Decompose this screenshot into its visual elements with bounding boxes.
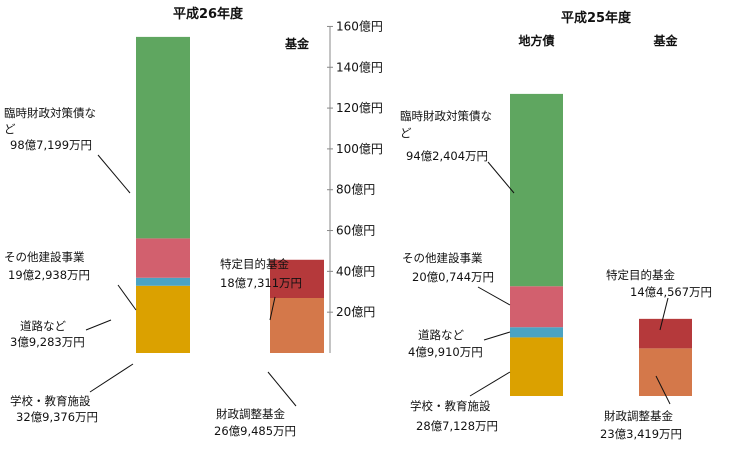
- data-label: 20億0,744万円: [412, 270, 494, 284]
- segment-label: その他建設事業: [402, 251, 483, 265]
- y-tick-label: 40億円: [336, 264, 375, 278]
- segment-label: 道路など: [20, 319, 66, 333]
- bar-segment: [136, 285, 190, 353]
- data-label: 98億7,199万円: [10, 138, 92, 152]
- leader-line: [487, 161, 515, 194]
- category-label: 基金: [652, 33, 678, 48]
- y-tick-label: 20億円: [336, 305, 375, 319]
- segment-label: 道路など: [418, 328, 464, 342]
- segment-label: その他建設事業: [4, 250, 85, 264]
- data-label: 32億9,376万円: [16, 410, 98, 424]
- bar-segment: [510, 337, 563, 396]
- leader-line: [97, 154, 131, 194]
- data-label: 14億4,567万円: [630, 285, 712, 299]
- data-label: 3億9,283万円: [10, 335, 85, 349]
- bar-segment: [639, 348, 692, 396]
- y-tick-label: 60億円: [336, 224, 375, 238]
- segment-label: 財政調整基金: [216, 407, 285, 421]
- bar-segment: [136, 36, 190, 239]
- segment-label: 特定目的基金: [220, 257, 289, 271]
- leader-line: [85, 319, 112, 331]
- y-tick-label: 140億円: [336, 60, 383, 74]
- bar-segment: [510, 327, 563, 338]
- chart-title: 平成26年度: [173, 6, 244, 22]
- leader-line: [267, 371, 297, 407]
- y-tick-label: 100億円: [336, 142, 383, 156]
- y-tick-label: 120億円: [336, 101, 383, 115]
- data-label: 19億2,938万円: [8, 268, 90, 282]
- bar-segment: [270, 259, 324, 298]
- segment-label: 特定目的基金: [606, 268, 675, 282]
- category-label: 基金: [284, 36, 310, 51]
- leader-line: [117, 284, 137, 311]
- segment-label: 臨時財政対策債な: [4, 106, 96, 120]
- data-label: 23億3,419万円: [600, 427, 682, 441]
- leader-line: [477, 286, 511, 306]
- segment-label: ど: [4, 122, 16, 136]
- data-label: 26億9,485万円: [214, 424, 296, 438]
- data-label: 18億7,311万円: [220, 276, 302, 290]
- bar-segment: [510, 286, 563, 328]
- leader-line: [655, 375, 671, 405]
- segment-label: ど: [400, 126, 412, 140]
- data-label: 28億7,128万円: [416, 419, 498, 433]
- data-label: 4億9,910万円: [408, 345, 483, 359]
- segment-label: 学校・教育施設: [410, 399, 491, 413]
- leader-line: [483, 331, 511, 341]
- bar-segment: [136, 277, 190, 286]
- y-tick-label: 80億円: [336, 183, 375, 197]
- bar-segment: [136, 238, 190, 278]
- leader-line: [469, 371, 511, 397]
- leader-line: [659, 297, 669, 331]
- segment-label: 臨時財政対策債な: [400, 109, 492, 123]
- leader-line: [269, 296, 276, 321]
- segment-label: 学校・教育施設: [10, 394, 91, 408]
- segment-label: 財政調整基金: [604, 409, 673, 423]
- chart-title: 平成25年度: [561, 10, 632, 26]
- category-label: 地方債: [518, 33, 554, 48]
- data-label: 94億2,404万円: [406, 149, 488, 163]
- bar-segment: [270, 297, 324, 353]
- bar-segment: [639, 318, 692, 349]
- y-tick-label: 160億円: [336, 19, 383, 33]
- bar-segment: [510, 93, 563, 287]
- leader-line: [89, 363, 134, 393]
